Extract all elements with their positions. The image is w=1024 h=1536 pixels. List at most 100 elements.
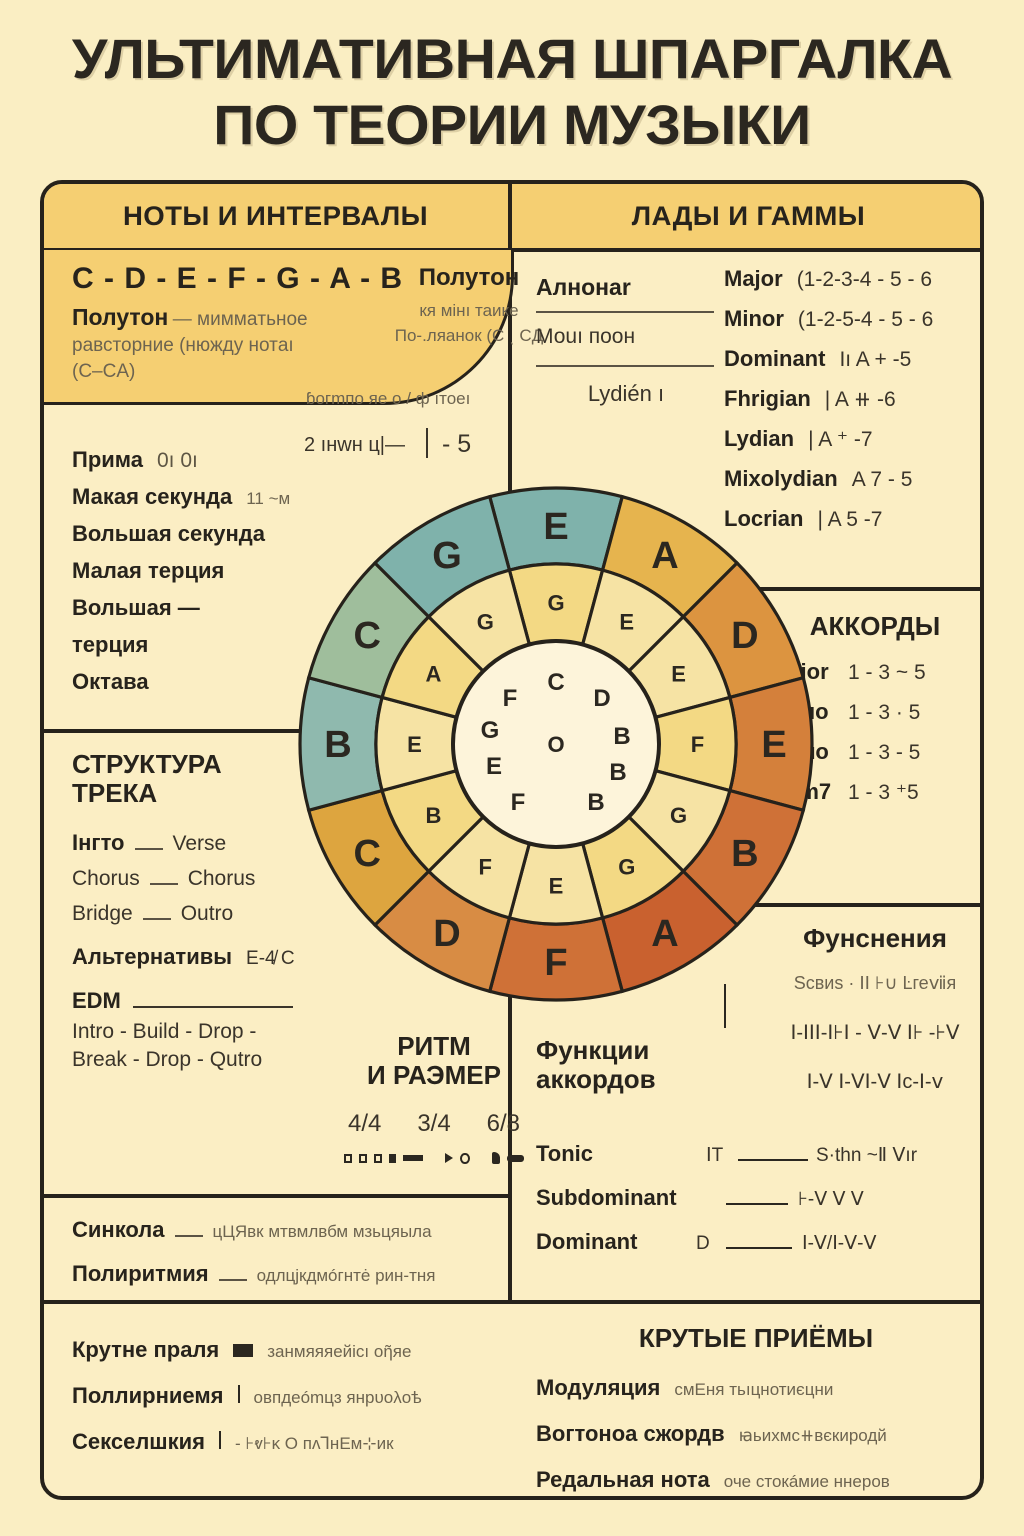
progressions-title: Фунснения bbox=[803, 923, 947, 953]
mode-item-2: Моuı поон bbox=[536, 325, 636, 348]
hub-note-label: B bbox=[587, 789, 604, 816]
trick-label: Модуляция bbox=[536, 1375, 661, 1401]
scale-name: Dominant bbox=[724, 346, 826, 371]
chord-formula: 1 - 3 ⁺5 bbox=[848, 781, 919, 805]
left-divider-1 bbox=[44, 729, 508, 733]
wheel-segment-label: A bbox=[651, 913, 678, 955]
trick-value: оче стокáмие ннеров bbox=[723, 1472, 890, 1492]
tricks-panel: КРУТЫЕ ПРИЁМЫ Модуляция смЕня тьıцнотиєц… bbox=[536, 1323, 976, 1493]
edm-line-2: Break - Drop - Qutro bbox=[72, 1048, 263, 1072]
page-title: УЛЬТИМАТИВНАЯ ШПАРГАЛКА ПО ТЕОРИИ МУЗЫКИ bbox=[0, 26, 1024, 158]
title-line-2: ПО ТЕОРИИ МУЗЫКИ bbox=[213, 93, 811, 157]
rhythm-term-value: цЦЯвк мтвмлвбм мзьцяыла bbox=[212, 1222, 432, 1241]
rhythm-term-label: Полиритмия bbox=[72, 1261, 209, 1286]
structure-left: Chorus bbox=[72, 867, 140, 891]
bottom-left-label: Крутне праля bbox=[72, 1337, 220, 1362]
meters-row: 4/4 3/4 6/8 bbox=[344, 1110, 524, 1138]
rhythm-term-value: одлцjкдмóгнтė рин-тня bbox=[256, 1266, 436, 1285]
scales-list: Major (1-2-3-4 - 5 - 6 Minor (1-2-5-4 - … bbox=[724, 266, 974, 532]
note-triangle-icon bbox=[445, 1153, 454, 1164]
bottom-left-value: овпдеómцɜ янрυоλоѣ bbox=[253, 1388, 422, 1407]
header-right-label: ЛАДЫ И ГАММЫ bbox=[631, 200, 865, 231]
bottom-left-row: Крутне праля занмяяяейісı oῆяe bbox=[72, 1337, 512, 1363]
hub-note-label: F bbox=[511, 789, 526, 816]
interval-row: Прима 0ı 0ı bbox=[72, 447, 372, 473]
hub-note-label: B bbox=[609, 759, 626, 786]
function-label: Dominant bbox=[536, 1229, 638, 1254]
function-label: Subdominant bbox=[536, 1185, 677, 1210]
semitone-desc-2: paвстоpние (нюжду нотaı bbox=[72, 335, 294, 356]
interval-row: Октава bbox=[72, 669, 372, 695]
mode-rule-2 bbox=[536, 365, 714, 367]
wheel-segment-label: A bbox=[426, 661, 442, 686]
modes-left-panel: Алнонаr Моuı поон Lydién ı bbox=[536, 274, 716, 407]
header-left: НОТЫ И ИНТЕРВАЛЫ bbox=[44, 184, 508, 248]
structure-title-2: ТРЕКА bbox=[72, 778, 158, 809]
interval-label: терция bbox=[72, 632, 149, 657]
content-frame: НОТЫ И ИНТЕРВАЛЫ ЛАДЫ И ГАММЫ C - D - E … bbox=[40, 180, 984, 1500]
scale-formula: (1-2-3-4 - 5 - 6 bbox=[796, 268, 933, 291]
wheel-segment-label: E bbox=[761, 724, 786, 766]
tick-icon bbox=[237, 1385, 240, 1403]
bottom-left-label: Секселшкия bbox=[72, 1429, 205, 1454]
chords-title: АККОРДЫ bbox=[809, 611, 941, 641]
note-square-icon bbox=[344, 1153, 352, 1163]
rhythm-term-row: Полиритмия одлцjкдмóгнтė рин-тня bbox=[72, 1261, 512, 1287]
scale-formula: Iı A + -5 bbox=[839, 348, 912, 371]
progression-line-3: Ⅰ-Ⅴ Ⅰ-ⅤⅠ-Ⅴ Ⅰc-Ⅰ-ⅴ bbox=[806, 1071, 944, 1094]
trick-value: ꙗьихмс⧺вєкиродй bbox=[738, 1426, 887, 1446]
wheel-segment-label: G bbox=[477, 609, 494, 634]
function-rule bbox=[726, 1247, 792, 1249]
interval-label: Прима bbox=[72, 447, 143, 472]
structure-left: Bridge bbox=[72, 902, 133, 926]
function-rule bbox=[726, 1203, 788, 1205]
semitone-sidenote: Полутон кя мінı таике По-.ляанок (C ͺ CД bbox=[384, 264, 554, 346]
term-dash-icon bbox=[218, 1279, 247, 1281]
structure-right: Outro bbox=[180, 902, 234, 926]
edm-row: EDM bbox=[72, 988, 322, 1014]
scale-name: Fhrigian bbox=[724, 386, 811, 411]
rhythm-title-2: И РАЭМЕР bbox=[367, 1060, 501, 1091]
progression-line-1: Scвиs · ⅠⅠ ⊦∪ Ŀгеⅶя bbox=[793, 973, 957, 994]
meter: 4/4 bbox=[348, 1110, 382, 1138]
scale-formula: A 7 - 5 bbox=[851, 468, 913, 491]
sidenote-tick bbox=[426, 428, 428, 458]
rhythm-panel: РИТМ И РАЭМЕР 4/4 3/4 6/8 bbox=[344, 1031, 524, 1165]
scale-row: Major (1-2-3-4 - 5 - 6 bbox=[724, 266, 974, 292]
function-row: Dominant D Ⅰ-Ⅴ/Ⅰ-Ⅴ-Ⅴ bbox=[536, 1229, 980, 1255]
wheel-hub[interactable] bbox=[451, 639, 661, 849]
structure-row: Chorus Chorus bbox=[72, 867, 322, 891]
edm-line-1: Intro - Build - Drop - bbox=[72, 1020, 257, 1044]
rhythm-glyph-row bbox=[344, 1152, 524, 1165]
hub-note-label: F bbox=[503, 685, 518, 712]
hub-note-label: B bbox=[613, 723, 630, 750]
header-left-label: НОТЫ И ИНТЕРВАЛЫ bbox=[123, 200, 429, 231]
scale-row: Locrian | A 5 -7 bbox=[724, 506, 974, 532]
scale-name: Minor bbox=[724, 306, 784, 331]
structure-dash-icon bbox=[142, 918, 171, 921]
interval-label: Октава bbox=[72, 669, 149, 694]
structure-panel: СТРУКТУРА ТРЕКА Iнгто Verse Chorus Choru… bbox=[72, 749, 322, 1072]
wheel-segment-label: B bbox=[426, 803, 442, 828]
hub-note-label: E bbox=[486, 753, 502, 780]
wheel-segment-label: F bbox=[544, 942, 567, 984]
scale-formula: | A 5 -7 bbox=[817, 508, 883, 531]
semitone-sidenote-1: кя мінı таике bbox=[419, 301, 519, 320]
mode-rule-1 bbox=[536, 311, 714, 313]
interval-row: Макая секунда 11 ~м bbox=[72, 484, 372, 510]
chords-top-divider bbox=[748, 587, 980, 591]
scale-name: Mixolydian bbox=[724, 466, 838, 491]
function-value: ⊦-Ⅴ Ⅴ Ⅴ bbox=[798, 1189, 864, 1210]
structure-left: Iнгто bbox=[72, 830, 125, 856]
bottom-left-row: Поллирниемя овпдеómцɜ янрυоλоѣ bbox=[72, 1383, 512, 1409]
outer-ring: E A D E B A F D C B C G bbox=[298, 486, 814, 1002]
wheel-segment-label: C bbox=[353, 833, 380, 875]
rhythm-terms: Синкола цЦЯвк мтвмлвбм мзьцяыла Полиритм… bbox=[72, 1206, 512, 1287]
meter: 3/4 bbox=[417, 1110, 451, 1138]
functions-title-2: аккордов bbox=[536, 1064, 656, 1095]
trick-value: смЕня тьıцнотиєцни bbox=[674, 1380, 834, 1400]
scale-row: Fhrigian | A ⧺ -6 bbox=[724, 386, 974, 412]
trick-label: Редальная нота bbox=[536, 1467, 710, 1493]
